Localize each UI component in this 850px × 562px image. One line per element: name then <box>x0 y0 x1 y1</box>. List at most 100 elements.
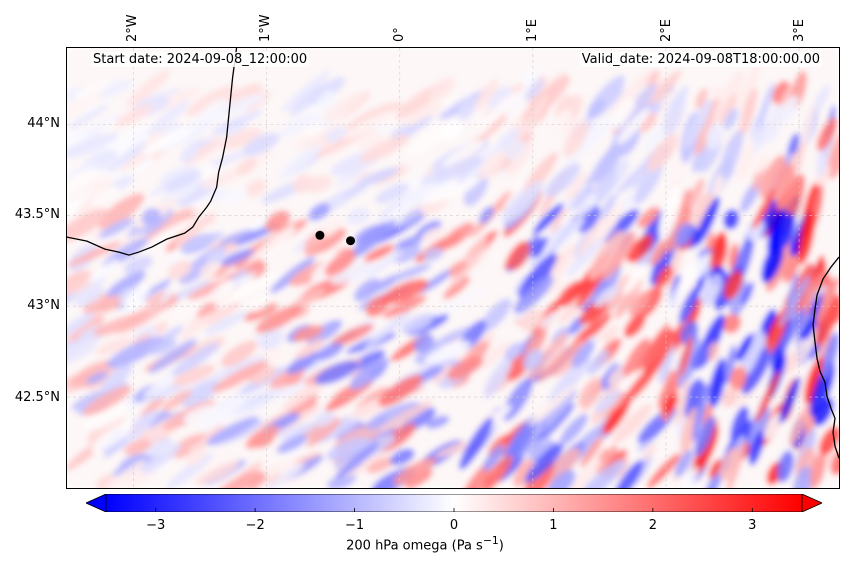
omega-blob <box>642 443 657 461</box>
omega-blob <box>295 338 326 359</box>
omega-blob <box>532 202 564 236</box>
omega-blob <box>163 170 202 192</box>
omega-blob <box>211 360 269 393</box>
colorbar-tick-label: −2 <box>245 518 265 533</box>
omega-blob <box>616 107 651 145</box>
omega-blob <box>588 230 624 281</box>
longitude-label: 1°E <box>525 19 541 42</box>
omega-blob <box>612 403 653 445</box>
omega-blob <box>748 430 765 466</box>
omega-blob <box>450 236 488 287</box>
omega-blob <box>566 237 605 277</box>
omega-blob <box>281 70 331 112</box>
omega-blob <box>292 324 324 342</box>
omega-blob <box>692 424 719 476</box>
omega-blob <box>502 415 538 468</box>
omega-blob <box>430 326 473 349</box>
omega-blob <box>779 95 799 124</box>
omega-blob <box>378 400 433 433</box>
valid-date-annotation: Valid_date: 2024-09-08T18:00:00.00 <box>579 52 822 67</box>
omega-blob <box>429 77 455 100</box>
omega-blob <box>524 443 564 483</box>
omega-blob <box>668 255 701 312</box>
omega-blob <box>258 330 284 350</box>
omega-blob <box>818 426 839 456</box>
omega-blob <box>478 151 506 180</box>
omega-blob <box>138 218 195 251</box>
omega-blob <box>488 85 512 114</box>
omega-blob <box>199 260 217 276</box>
omega-blob <box>440 352 466 369</box>
omega-blob <box>82 79 107 100</box>
omega-blob <box>374 183 410 204</box>
colorbar-tick-label: 2 <box>648 518 657 533</box>
omega-blob <box>443 139 485 167</box>
omega-blob <box>220 248 254 266</box>
omega-blob <box>220 340 258 367</box>
omega-blob <box>401 101 443 131</box>
omega-blob <box>598 193 617 220</box>
colorbar-tick-label: 1 <box>549 518 558 533</box>
omega-blob <box>84 404 130 430</box>
omega-blob <box>623 337 650 377</box>
omega-blob <box>92 311 150 337</box>
omega-blob <box>693 253 712 281</box>
colorbar-label-unit: −1 <box>482 534 499 547</box>
omega-blob <box>235 157 258 176</box>
omega-blob <box>690 345 710 371</box>
omega-blob <box>658 343 675 385</box>
omega-blob <box>527 436 552 461</box>
omega-blob <box>183 404 219 424</box>
omega-blob <box>244 303 279 322</box>
omega-blob <box>314 410 336 427</box>
omega-blob <box>741 346 772 395</box>
omega-blob <box>194 462 239 486</box>
omega-blob <box>810 452 826 488</box>
omega-blob <box>655 266 674 288</box>
omega-blob <box>198 398 247 434</box>
colorbar-label: 200 hPa omega (Pa s−1) <box>0 534 850 553</box>
omega-blob <box>616 126 641 158</box>
omega-blob <box>171 342 220 376</box>
omega-blob <box>141 208 161 226</box>
omega-blob <box>728 242 739 270</box>
longitude-label: 2°E <box>658 19 674 42</box>
omega-blob <box>605 398 631 435</box>
omega-blob <box>323 91 367 123</box>
colorbar-tick-label: 0 <box>449 518 459 533</box>
omega-blob <box>505 140 527 161</box>
omega-blob <box>635 322 670 373</box>
omega-blob <box>67 104 109 130</box>
omega-blob <box>364 244 395 262</box>
omega-blob <box>67 86 86 104</box>
omega-blob <box>277 460 298 475</box>
omega-blob <box>290 288 326 310</box>
omega-blob <box>67 208 108 244</box>
omega-blob <box>394 233 429 249</box>
omega-blob <box>737 61 760 121</box>
omega-blob <box>695 88 708 109</box>
omega-blob <box>504 67 539 118</box>
omega-blob <box>413 333 435 353</box>
omega-blob <box>554 94 573 118</box>
omega-blob <box>74 285 105 307</box>
omega-blob <box>663 393 679 414</box>
omega-blob <box>435 156 484 181</box>
omega-blob <box>546 276 563 295</box>
omega-blob <box>764 104 785 144</box>
omega-blob <box>723 209 740 230</box>
omega-blob <box>494 127 521 154</box>
omega-blob <box>101 364 133 391</box>
omega-blob <box>147 338 177 356</box>
omega-blob <box>456 461 492 488</box>
omega-blob <box>154 305 201 326</box>
omega-blob <box>115 104 153 127</box>
omega-blob <box>161 122 183 136</box>
omega-blob <box>600 231 636 280</box>
omega-blob <box>443 276 471 300</box>
omega-blob <box>270 256 315 294</box>
omega-blob <box>366 401 421 430</box>
colorbar-label-text: 200 hPa omega (Pa s <box>346 538 483 554</box>
coastline-bay-of-biscay <box>67 48 238 256</box>
omega-blob <box>595 444 618 474</box>
